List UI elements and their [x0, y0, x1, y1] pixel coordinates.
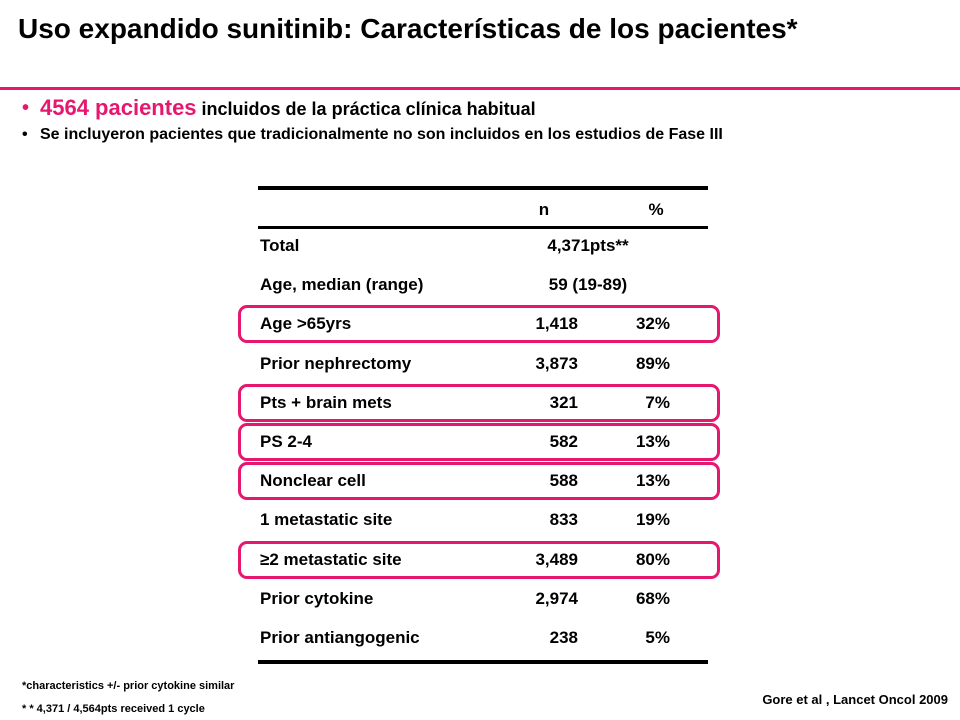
- column-header-percent: %: [648, 200, 664, 219]
- bullet-item: • 4564 pacientes incluidos de la práctic…: [18, 94, 918, 123]
- row-label: Prior cytokine: [260, 588, 374, 608]
- row-n: 3,873: [535, 353, 578, 373]
- slide-title: Uso expandido sunitinib: Características…: [18, 13, 798, 44]
- row-label: PS 2-4: [260, 432, 312, 451]
- row-value: 59 (19-89): [548, 275, 628, 295]
- row-percent: 32%: [635, 314, 670, 334]
- bullet-highlight: 4564 pacientes: [40, 95, 197, 120]
- citation: Gore et al , Lancet Oncol 2009: [762, 692, 948, 707]
- footnote: * * 4,371 / 4,564pts received 1 cycle: [22, 703, 205, 715]
- row-percent: 19%: [635, 510, 670, 530]
- row-highlight-frame: [238, 383, 720, 422]
- table-header-rule: [258, 226, 708, 229]
- row-label: Prior antiangogenic: [260, 628, 420, 647]
- row-percent: 89%: [635, 353, 670, 373]
- row-label: Age >65yrs: [260, 314, 352, 334]
- row-percent: 13%: [635, 471, 670, 491]
- table-top-rule: [258, 186, 708, 190]
- bullet-text: Se incluyeron pacientes que tradicionalm…: [40, 126, 723, 143]
- row-label: ≥2 metastatic site: [260, 549, 402, 569]
- row-percent: 7%: [645, 392, 670, 412]
- table-bottom-rule: [258, 660, 708, 664]
- row-n: 582: [549, 432, 578, 451]
- row-percent: 80%: [635, 549, 670, 569]
- row-n: 238: [549, 628, 578, 647]
- row-n: 321: [549, 392, 578, 412]
- row-highlight-frame: [238, 462, 720, 501]
- row-highlight-frame: [238, 540, 720, 579]
- row-label: Prior nephrectomy: [260, 353, 412, 373]
- row-percent: 13%: [635, 432, 670, 451]
- row-n: 3,489: [535, 549, 578, 569]
- row-percent: 68%: [635, 588, 670, 608]
- bullet-text: incluidos de la práctica clínica habitua…: [196, 99, 536, 119]
- row-percent: 5%: [645, 628, 670, 647]
- row-label: Nonclear cell: [260, 471, 366, 491]
- row-highlight-frame: [238, 423, 720, 461]
- row-label: 1 metastatic site: [260, 510, 393, 530]
- row-label: Age, median (range): [260, 275, 424, 295]
- bullet-dot-icon: •: [22, 97, 30, 119]
- bullet-dot-icon: •: [22, 126, 28, 143]
- bullet-item: • Se incluyeron pacientes que tradiciona…: [18, 125, 918, 145]
- footnote: *characteristics +/- prior cytokine simi…: [22, 680, 235, 692]
- row-n: 833: [549, 510, 578, 530]
- title-underline: [0, 87, 960, 90]
- row-n: 2,974: [535, 588, 578, 608]
- row-label: Total: [260, 236, 300, 255]
- column-header-n: n: [538, 200, 550, 219]
- row-highlight-frame: [238, 305, 720, 344]
- row-value: 4,371pts**: [547, 236, 629, 255]
- bullet-list: • 4564 pacientes incluidos de la práctic…: [18, 94, 918, 145]
- row-n: 1,418: [535, 314, 578, 334]
- row-n: 588: [549, 471, 578, 491]
- row-label: Pts + brain mets: [260, 392, 392, 412]
